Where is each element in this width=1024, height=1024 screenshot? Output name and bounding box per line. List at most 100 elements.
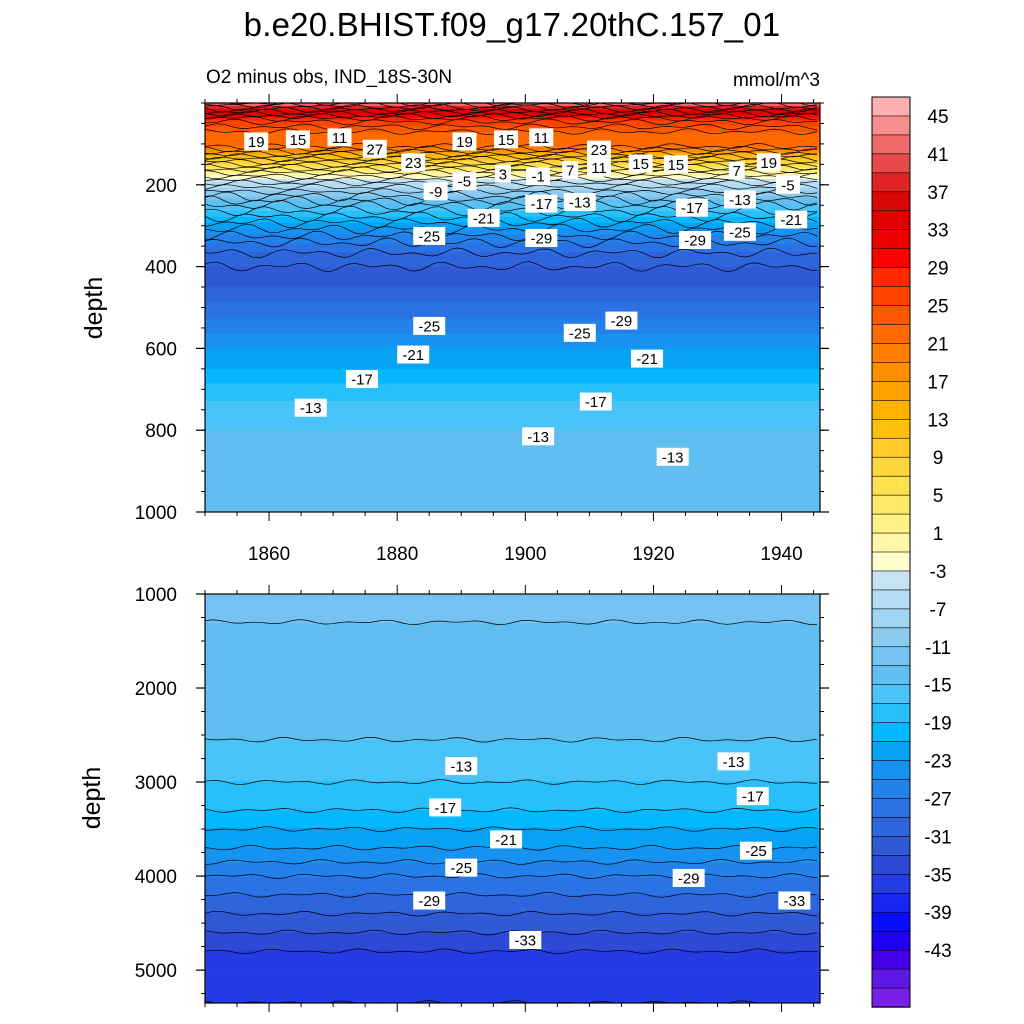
- upper-band: [205, 301, 820, 306]
- upper-band: [205, 406, 820, 411]
- lower-band: [205, 795, 820, 800]
- upper-contour-line: [205, 230, 818, 242]
- upper-band: [205, 494, 820, 498]
- colorbar-swatch: [871, 646, 911, 667]
- lower-band: [205, 725, 820, 729]
- contour-label: -25: [563, 323, 596, 342]
- lower-contour-line: [205, 1000, 818, 1003]
- contour-label-text: 11: [332, 130, 348, 147]
- contour-label-text: -9: [429, 184, 442, 201]
- colorbar-swatch: [871, 172, 911, 193]
- colorbar-swatch: [871, 343, 911, 364]
- upper-band: [205, 342, 820, 347]
- lower-band: [205, 778, 820, 782]
- lower-band: [205, 716, 820, 721]
- lower-band: [205, 810, 820, 814]
- contour-label: -25: [413, 226, 446, 245]
- colorbar-swatch: [871, 532, 911, 553]
- upper-band: [205, 339, 820, 344]
- colorbar-swatch: [871, 703, 911, 724]
- upper-band: [205, 450, 820, 455]
- colorbar-swatch: [871, 267, 911, 288]
- lower-band: [205, 646, 820, 651]
- lower-band: [205, 997, 820, 1001]
- upper-band: [205, 386, 820, 390]
- upper-band: [205, 383, 820, 387]
- lower-band: [205, 734, 820, 738]
- contour-label-text: -25: [729, 224, 751, 241]
- upper-contour-line: [205, 176, 818, 183]
- upper-contour-line: [205, 247, 818, 259]
- upper-band: [205, 105, 820, 110]
- contour-label: 15: [494, 130, 519, 149]
- contour-label: -21: [775, 210, 808, 229]
- lower-band: [205, 976, 820, 981]
- lower-band: [205, 769, 820, 773]
- upper-band: [205, 491, 820, 496]
- contour-label: -17: [736, 787, 769, 806]
- upper-contour-line: [205, 217, 818, 229]
- upper-band: [205, 123, 820, 127]
- lower-band: [205, 906, 820, 911]
- colorbar-label: 45: [927, 107, 948, 128]
- upper-band: [205, 278, 820, 282]
- lower-band: [205, 696, 820, 700]
- colorbar-swatch: [871, 305, 911, 326]
- contour-label: 23: [401, 153, 426, 172]
- lower-band: [205, 599, 820, 604]
- upper-band: [205, 424, 820, 428]
- upper-band: [205, 400, 820, 405]
- colorbar-label: -11: [925, 638, 951, 659]
- lower-band: [205, 921, 820, 925]
- contour-label-text: 19: [456, 134, 473, 151]
- contour-label-text: -13: [662, 449, 684, 466]
- colorbar-swatch: [871, 817, 911, 838]
- upper-band: [205, 456, 820, 461]
- colorbar-swatch: [871, 987, 911, 1008]
- upper-band: [205, 447, 820, 452]
- lower-contour-line: [205, 859, 818, 865]
- upper-band: [205, 322, 820, 326]
- upper-band: [205, 354, 820, 358]
- colorbar-swatch: [871, 362, 911, 383]
- upper-band: [205, 351, 820, 355]
- upper-contour-line: [205, 108, 818, 116]
- x-tick-label: 1920: [632, 544, 674, 565]
- upper-band: [205, 365, 820, 370]
- y-tick-label: 2000: [135, 679, 177, 700]
- upper-contour-line: [205, 118, 818, 126]
- contour-label-text: -21: [636, 351, 658, 368]
- lower-band: [205, 620, 820, 624]
- contour-label-text: -25: [418, 318, 440, 335]
- contour-label-text: 23: [405, 155, 422, 172]
- upper-band: [205, 313, 820, 317]
- lower-band: [205, 757, 820, 762]
- y-tick-label: 3000: [135, 773, 177, 794]
- lower-band: [205, 719, 820, 724]
- upper-band: [205, 237, 820, 241]
- contour-label: -17: [525, 194, 558, 213]
- lower-band: [205, 816, 820, 820]
- lower-band: [205, 693, 820, 697]
- lower-band: [205, 965, 820, 969]
- upper-band: [205, 114, 820, 119]
- lower-band: [205, 611, 820, 616]
- y-tick-label: 400: [145, 258, 177, 279]
- upper-band: [205, 152, 820, 157]
- colorbar-swatch: [871, 968, 911, 989]
- upper-band: [205, 251, 820, 256]
- contour-label-text: -29: [611, 313, 633, 330]
- contour-label-text: -25: [418, 228, 440, 245]
- upper-band: [205, 111, 820, 116]
- upper-band: [205, 415, 820, 420]
- contour-label-text: 23: [591, 142, 608, 159]
- contour-label-text: -13: [729, 192, 751, 209]
- upper-contour-line: [205, 166, 818, 174]
- upper-band: [205, 272, 820, 276]
- contour-label-text: 15: [668, 157, 685, 174]
- upper-contour-line: [205, 261, 818, 272]
- colorbar-swatch: [871, 494, 911, 515]
- colorbar-label: -23: [924, 752, 951, 773]
- lower-band: [205, 924, 820, 928]
- upper-band: [205, 500, 820, 504]
